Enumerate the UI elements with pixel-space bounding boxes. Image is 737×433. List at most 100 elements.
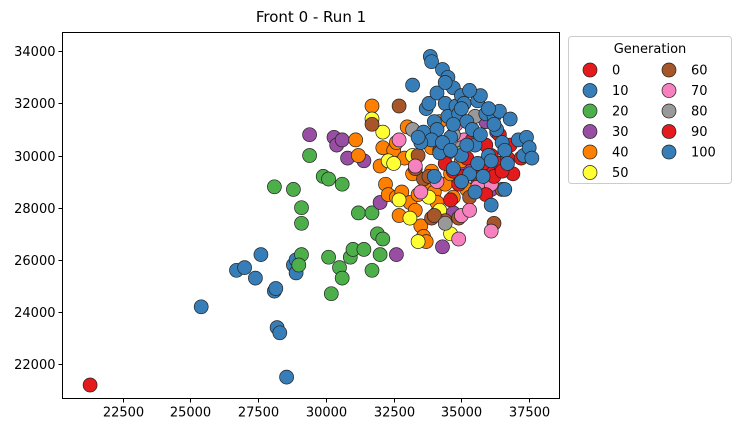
data-point-gen-20 xyxy=(375,231,391,247)
legend-marker-gen-20 xyxy=(582,103,598,119)
legend-marker-gen-30 xyxy=(582,124,598,139)
data-point-gen-90 xyxy=(443,192,458,208)
data-point-gen-100 xyxy=(459,137,475,153)
legend-label-gen-30: 30 xyxy=(612,125,629,140)
data-point-gen-30 xyxy=(302,127,317,143)
data-point-gen-100 xyxy=(429,85,445,101)
data-point-gen-40 xyxy=(364,98,380,114)
data-point-gen-100 xyxy=(410,129,426,145)
data-point-gen-100 xyxy=(437,75,453,90)
data-point-gen-20 xyxy=(323,286,339,302)
data-point-gen-70 xyxy=(462,202,477,218)
y-tick-label: 26000 xyxy=(14,254,55,269)
data-point-gen-20 xyxy=(294,215,309,231)
legend-items: 0 10 20 30 40 50 60 70 80 90 100 xyxy=(582,62,716,181)
data-point-gen-30 xyxy=(389,247,404,262)
legend-marker-gen-10 xyxy=(582,83,598,98)
data-point-gen-10 xyxy=(248,270,263,286)
data-point-gen-100 xyxy=(421,96,437,111)
data-point-gen-20 xyxy=(364,205,380,221)
data-point-gen-100 xyxy=(481,101,496,116)
data-point-gen-60 xyxy=(391,98,407,114)
data-point-gen-100 xyxy=(497,142,513,158)
data-point-gen-100 xyxy=(462,83,477,98)
y-tick-label: 34000 xyxy=(14,45,55,60)
data-point-gen-50 xyxy=(402,210,418,226)
data-point-gen-20 xyxy=(267,179,282,195)
data-point-gen-100 xyxy=(467,184,483,200)
y-tick-label: 32000 xyxy=(14,97,55,112)
data-point-gen-20 xyxy=(286,182,301,197)
data-point-gen-100 xyxy=(445,161,461,176)
data-point-gen-100 xyxy=(502,111,518,127)
legend-box xyxy=(568,36,732,184)
data-point-gen-60 xyxy=(426,208,442,223)
legend-label-gen-90: 90 xyxy=(691,125,708,140)
data-point-gen-50 xyxy=(375,124,391,140)
legend-marker-gen-90 xyxy=(661,124,677,139)
x-tick-label: 35000 xyxy=(441,406,482,421)
data-point-gen-100 xyxy=(524,150,540,166)
x-tick-label: 25000 xyxy=(170,406,211,421)
data-point-gen-100 xyxy=(426,169,442,184)
data-point-gen-20 xyxy=(351,205,366,221)
data-point-gen-70 xyxy=(451,231,467,247)
data-point-gen-0 xyxy=(82,377,98,393)
y-tick-label: 22000 xyxy=(14,358,55,373)
legend-marker-gen-100 xyxy=(661,144,677,160)
legend-label-gen-50: 50 xyxy=(612,166,629,181)
data-point-gen-100 xyxy=(497,182,513,197)
legend-marker-gen-0 xyxy=(582,62,598,78)
data-point-gen-10 xyxy=(279,369,294,385)
data-point-gen-100 xyxy=(483,197,499,213)
chart-title: Front 0 - Run 1 xyxy=(256,8,366,26)
legend-marker-gen-40 xyxy=(582,144,598,160)
legend-label-gen-40: 40 xyxy=(612,146,629,161)
legend-label-gen-60: 60 xyxy=(691,64,708,79)
data-point-gen-100 xyxy=(445,116,461,132)
data-point-gen-30 xyxy=(435,239,450,255)
legend-marker-gen-50 xyxy=(582,165,598,180)
data-point-gen-20 xyxy=(334,270,350,286)
data-point-gen-10 xyxy=(253,247,269,262)
data-point-gen-100 xyxy=(475,169,491,184)
x-tick-label: 27500 xyxy=(238,406,279,421)
x-tick-label: 22500 xyxy=(103,406,144,421)
data-point-gen-40 xyxy=(351,148,366,163)
legend-title: Generation xyxy=(614,42,687,57)
data-point-gen-10 xyxy=(193,299,209,315)
data-point-gen-100 xyxy=(443,142,458,158)
data-point-gen-100 xyxy=(424,54,439,70)
data-point-gen-70 xyxy=(413,184,429,200)
data-point-gen-50 xyxy=(386,156,402,171)
legend-label-gen-20: 20 xyxy=(612,105,629,120)
data-point-gen-50 xyxy=(391,192,407,208)
data-point-gen-100 xyxy=(483,153,499,169)
legend-label-gen-100: 100 xyxy=(691,146,716,161)
x-tick-label: 32500 xyxy=(374,406,415,421)
legend: Generation 0 10 20 30 40 50 60 70 80 90 100 xyxy=(568,36,732,184)
data-point-gen-10 xyxy=(272,325,288,341)
data-point-gen-70 xyxy=(483,223,499,239)
plot-frame xyxy=(62,32,560,399)
x-tick-label: 30000 xyxy=(306,406,347,421)
data-point-gen-20 xyxy=(294,200,309,216)
data-point-gen-100 xyxy=(486,116,502,132)
legend-label-gen-10: 10 xyxy=(612,84,629,99)
data-point-gen-20 xyxy=(321,171,336,187)
data-point-gen-10 xyxy=(237,260,252,275)
data-point-gen-20 xyxy=(364,262,380,278)
data-point-gen-20 xyxy=(372,247,388,262)
legend-marker-gen-80 xyxy=(661,103,677,119)
data-point-gen-70 xyxy=(407,158,423,174)
data-point-gen-70 xyxy=(391,132,407,148)
data-point-gen-100 xyxy=(470,156,486,171)
y-tick-label: 28000 xyxy=(14,202,55,217)
y-tick-label: 30000 xyxy=(14,150,55,165)
data-point-gen-100 xyxy=(454,174,469,189)
data-point-gen-100 xyxy=(500,156,515,171)
data-point-gen-100 xyxy=(473,127,488,143)
data-point-gen-20 xyxy=(356,242,372,257)
data-point-gen-30 xyxy=(334,132,350,148)
